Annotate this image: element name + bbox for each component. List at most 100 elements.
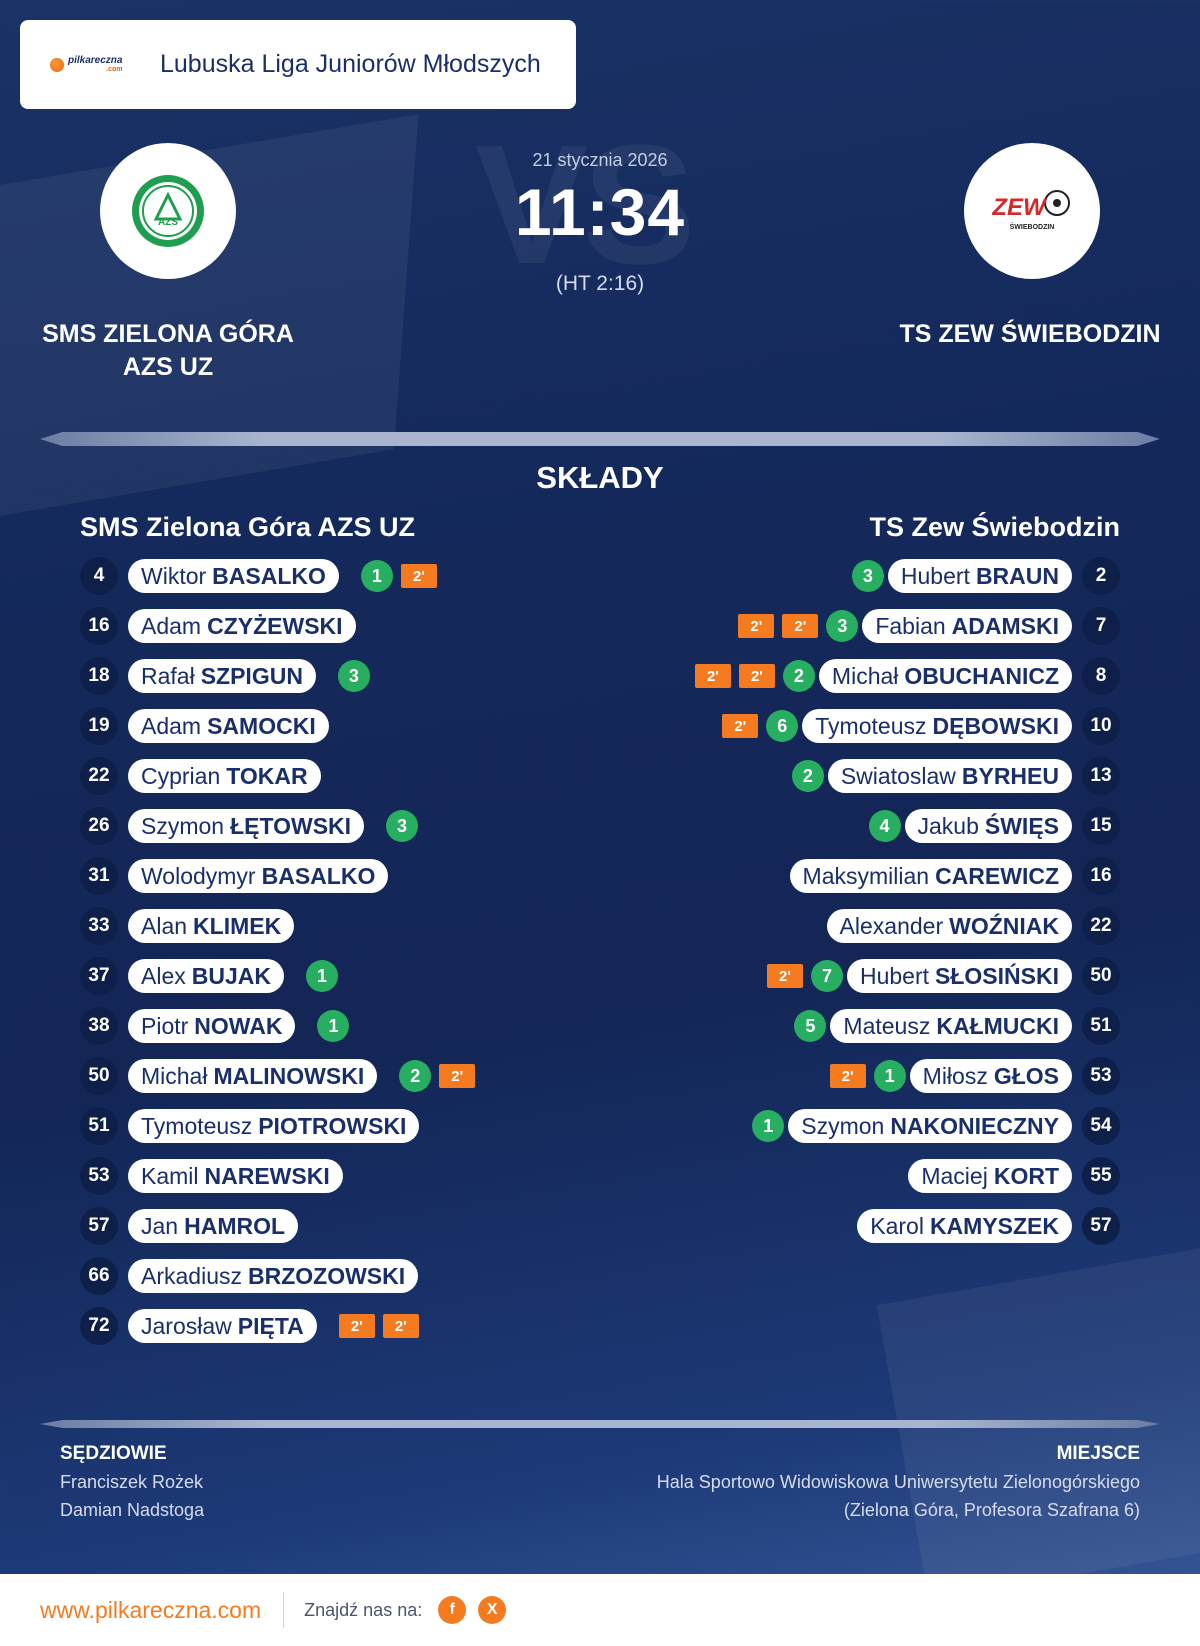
vs-watermark: VS [475,110,696,300]
away-team-crest: ZEW ŚWIEBODZIN [964,143,1100,279]
player-name: Tymoteusz PIOTROWSKI [128,1109,420,1143]
shirt-number: 55 [1082,1157,1120,1195]
player-last-name: BASALKO [261,862,376,889]
player-name: Fabian ADAMSKI [862,609,1072,643]
home-player-row: 4 Wiktor BASALKO 1 2' [80,556,437,596]
home-lineup-title: SMS Zielona Góra AZS UZ [80,512,416,542]
player-last-name: MALINOWSKI [213,1062,365,1089]
home-player-row: 72 Jarosław PIĘTA 2' 2' [80,1306,419,1346]
goals-badge: 1 [752,1110,785,1142]
home-player-row: 31 Wolodymyr BASALKO [80,856,389,896]
match-date: 21 stycznia 2026 [532,150,668,170]
player-first-name: Arkadiusz [141,1262,242,1289]
player-first-name: Cyprian [141,762,221,789]
player-first-name: Maksymilian [802,862,930,889]
suspension-badge: 2' [694,664,731,688]
player-first-name: Swiatoslaw [840,762,956,789]
goals-badge: 3 [386,810,419,842]
shirt-number: 31 [80,857,118,895]
player-name: Maksymilian CAREWICZ [789,859,1072,893]
away-player-row: 8 Michał OBUCHANICZ 2 2' 2' [694,656,1120,696]
home-team-name: SMS ZIELONA GÓRA AZS UZ [42,320,294,381]
away-player-row: 2 Hubert BRAUN 3 [851,556,1120,596]
x-icon[interactable]: X [478,1596,507,1624]
shirt-number: 66 [80,1257,118,1295]
player-name: Michał OBUCHANICZ [818,659,1072,693]
shirt-number: 72 [80,1307,118,1345]
player-first-name: Szymon [141,812,225,839]
player-name: Alex BUJAK [128,959,284,993]
shirt-number: 37 [80,957,118,995]
find-us-label: Znajdź nas na: [304,1599,423,1620]
facebook-icon[interactable]: f [438,1596,467,1624]
suspension-badge: 2' [722,714,759,738]
player-name: Piotr NOWAK [128,1009,296,1043]
suspension-badge: 2' [738,664,775,688]
away-team-name: TS ZEW ŚWIEBODZIN [899,320,1161,348]
player-name: Jakub ŚWIĘS [904,809,1072,843]
player-first-name: Miłosz [922,1062,988,1089]
player-last-name: ŚWIĘS [984,812,1059,839]
player-last-name: SŁOSIŃSKI [935,962,1059,989]
suspension-badge: 2' [829,1064,866,1088]
player-last-name: WOŹNIAK [949,912,1059,939]
azs-uz-crest-icon: AZS [132,175,204,247]
ball-icon [50,57,64,72]
player-name: Maciej KORT [908,1159,1072,1193]
player-first-name: Adam [141,712,202,739]
player-first-name: Michał [141,1062,208,1089]
player-first-name: Rafał [141,662,195,689]
player-first-name: Alan [141,912,188,939]
zew-swiebodzin-crest-icon: ZEW ŚWIEBODZIN [991,190,1070,231]
player-name: Miłosz GŁOS [909,1059,1072,1093]
player-name: Swiatoslaw BYRHEU [827,759,1072,793]
home-player-row: 57 Jan HAMROL [80,1206,299,1246]
player-last-name: BASALKO [212,562,326,589]
player-first-name: Mateusz [843,1012,931,1039]
away-player-row: 10 Tymoteusz DĘBOWSKI 6 2' [722,706,1120,746]
home-team-crest: AZS [100,143,236,279]
home-player-row: 38 Piotr NOWAK 1 [80,1006,350,1046]
player-last-name: KAŁMUCKI [936,1012,1059,1039]
player-name: Arkadiusz BRZOZOWSKI [128,1259,419,1293]
goals-badge: 1 [873,1060,906,1092]
shirt-number: 16 [80,607,118,645]
player-name: Kamil NAREWSKI [128,1159,343,1193]
shirt-number: 51 [80,1107,118,1145]
player-last-name: GŁOS [993,1062,1059,1089]
shirt-number: 38 [80,1007,118,1045]
player-last-name: TOKAR [226,762,308,789]
shirt-number: 7 [1082,607,1120,645]
player-name: Adam SAMOCKI [128,709,329,743]
player-first-name: Tymoteusz [141,1112,253,1139]
player-name: Cyprian TOKAR [128,759,321,793]
player-name: Adam CZYŻEWSKI [128,609,356,643]
player-last-name: ŁĘTOWSKI [230,812,352,839]
site-link[interactable]: www.pilkareczna.com [40,1596,262,1623]
player-last-name: BYRHEU [961,762,1059,789]
player-name: Tymoteusz DĘBOWSKI [802,709,1072,743]
suspension-badge: 2' [338,1314,375,1338]
shirt-number: 16 [1082,857,1120,895]
player-name: Szymon NAKONIECZNY [788,1109,1072,1143]
shirt-number: 13 [1082,757,1120,795]
shirt-number: 15 [1082,807,1120,845]
player-name: Szymon ŁĘTOWSKI [128,809,365,843]
player-last-name: KORT [993,1162,1059,1189]
home-player-row: 53 Kamil NAREWSKI [80,1156,343,1196]
player-first-name: Szymon [801,1112,885,1139]
shirt-number: 18 [80,657,118,695]
player-last-name: SAMOCKI [207,712,316,739]
referee-name: Damian Nadstoga [60,1500,205,1520]
player-first-name: Hubert [859,962,930,989]
player-last-name: ADAMSKI [951,612,1059,639]
goals-badge: 2 [782,660,815,692]
away-player-row: 13 Swiatoslaw BYRHEU 2 [791,756,1120,796]
player-name: Alexander WOŹNIAK [826,909,1072,943]
shirt-number: 53 [1082,1057,1120,1095]
venue-title: MIEJSCE [1056,1443,1140,1464]
shirt-number: 54 [1082,1107,1120,1145]
player-name: Hubert BRAUN [887,559,1072,593]
referees-title: SĘDZIOWIE [60,1443,167,1464]
player-last-name: KLIMEK [193,912,282,939]
